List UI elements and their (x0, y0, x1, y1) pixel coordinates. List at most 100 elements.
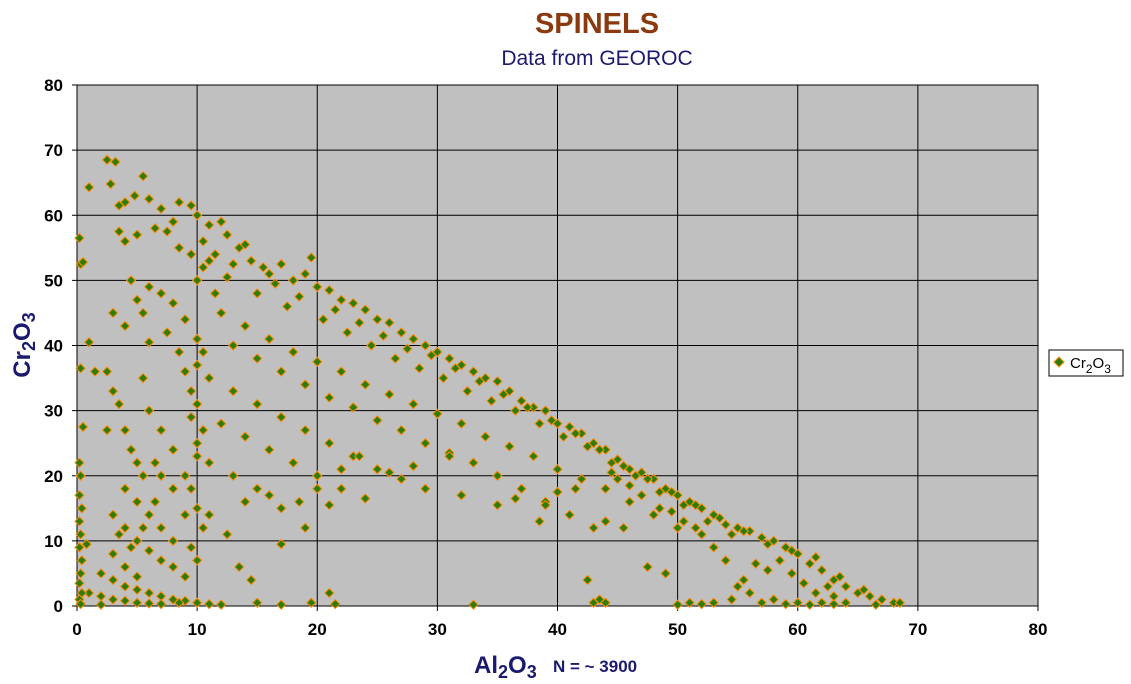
data-point (251, 288, 263, 299)
data-point (74, 490, 85, 501)
data-point (197, 262, 209, 273)
data-point (444, 353, 455, 364)
data-point (666, 486, 677, 498)
data-point (558, 431, 569, 442)
data-point (630, 470, 641, 481)
data-point (408, 460, 419, 472)
data-point (203, 372, 215, 384)
data-point (191, 359, 203, 371)
data-point (276, 599, 287, 610)
data-point (360, 304, 371, 315)
data-point (756, 597, 767, 608)
data-point (167, 561, 179, 573)
y-tick-label: 0 (54, 597, 63, 616)
data-point (474, 376, 485, 387)
y-tick-label: 80 (44, 76, 63, 95)
data-point (155, 522, 167, 534)
data-point (288, 457, 299, 468)
data-point (173, 242, 185, 254)
data-point (191, 275, 203, 286)
data-point (810, 587, 821, 599)
data-point (894, 597, 906, 608)
data-point (221, 529, 233, 540)
data-point (209, 249, 221, 260)
data-point (690, 499, 701, 511)
data-point (179, 470, 191, 481)
data-point (516, 483, 527, 494)
data-point (762, 564, 773, 576)
data-point (336, 366, 347, 377)
data-point (137, 522, 149, 534)
data-point (798, 577, 809, 589)
data-point (149, 457, 161, 468)
data-point (492, 499, 503, 511)
data-point (167, 483, 179, 494)
data-point (636, 490, 647, 501)
data-point (129, 190, 140, 201)
data-point (696, 598, 707, 610)
data-point (468, 457, 479, 468)
data-point (312, 483, 323, 494)
data-point (263, 333, 275, 345)
data-point (83, 587, 95, 599)
data-point (330, 598, 341, 610)
data-point (119, 424, 131, 436)
data-point (251, 398, 263, 410)
data-point (600, 516, 611, 527)
data-point (191, 398, 203, 410)
data-point (215, 307, 227, 319)
data-point (498, 389, 509, 400)
data-point (720, 555, 731, 566)
data-point (306, 597, 317, 608)
data-point (816, 597, 827, 608)
data-point (462, 385, 473, 397)
data-point (239, 239, 251, 250)
data-point (582, 574, 593, 586)
data-point (263, 444, 275, 455)
data-point (336, 483, 347, 494)
data-point (155, 555, 167, 566)
data-point (600, 483, 611, 494)
data-point (408, 333, 419, 345)
data-point (83, 337, 95, 348)
data-point (678, 499, 689, 511)
x-tick-label: 40 (548, 620, 567, 639)
data-point (396, 424, 407, 436)
data-point (408, 398, 419, 410)
data-point (173, 346, 185, 358)
data-point (426, 350, 437, 361)
data-point (492, 470, 503, 481)
data-points (74, 154, 906, 610)
data-point (185, 542, 197, 553)
data-point (203, 255, 215, 267)
data-point (726, 594, 737, 605)
data-point (101, 366, 113, 377)
data-point (390, 353, 401, 364)
data-point (666, 506, 677, 517)
data-point (143, 405, 155, 416)
data-point (155, 598, 167, 610)
data-point (185, 249, 197, 260)
x-tick-label: 80 (1029, 620, 1048, 639)
data-point (402, 343, 413, 354)
data-point (768, 594, 779, 605)
data-point (756, 532, 767, 543)
data-point (155, 470, 167, 481)
data-point (113, 226, 125, 237)
data-point (113, 529, 125, 540)
data-point (203, 457, 215, 468)
data-point (269, 278, 281, 289)
data-point (822, 581, 833, 592)
data-point (251, 353, 263, 364)
data-point (828, 591, 839, 602)
y-tick-label: 30 (44, 402, 63, 421)
data-point (155, 288, 167, 299)
data-point (110, 156, 121, 168)
data-point (167, 444, 179, 455)
data-point (552, 486, 563, 498)
data-point (191, 555, 203, 566)
data-point (360, 493, 371, 504)
data-point (372, 464, 383, 475)
data-point (107, 574, 119, 586)
data-point (384, 467, 395, 478)
